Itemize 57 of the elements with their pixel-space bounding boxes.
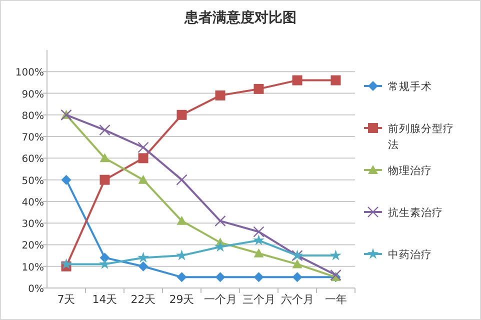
legend-label: 物理治疗 bbox=[388, 164, 432, 177]
y-tick-label: 10% bbox=[22, 262, 44, 274]
x-tick-label: 22天 bbox=[130, 293, 156, 306]
y-tick-label: 80% bbox=[22, 110, 44, 122]
point bbox=[254, 84, 264, 94]
point bbox=[100, 252, 110, 263]
y-tick-label: 50% bbox=[22, 176, 44, 187]
x-tick-label: 29天 bbox=[169, 293, 194, 306]
point bbox=[253, 226, 264, 238]
point bbox=[176, 250, 188, 260]
y-tick-label: 20% bbox=[22, 240, 44, 252]
point bbox=[60, 258, 72, 270]
x-tick-label: 14天 bbox=[92, 293, 118, 306]
point bbox=[292, 272, 302, 282]
point bbox=[176, 272, 187, 282]
point bbox=[330, 75, 341, 86]
y-tick-label: 0% bbox=[28, 284, 44, 295]
legend-label: 前列腺分型疗法 bbox=[388, 122, 454, 151]
point bbox=[99, 258, 110, 270]
y-tick-label: 30% bbox=[22, 219, 44, 230]
point bbox=[253, 234, 264, 246]
y-tick-label: 60% bbox=[22, 154, 44, 166]
point bbox=[61, 174, 72, 185]
x-tick-label: 三个月 bbox=[242, 293, 276, 306]
point bbox=[138, 153, 148, 164]
y-tick-label: 70% bbox=[22, 132, 44, 144]
legend-label: 抗生素治疗 bbox=[388, 206, 443, 219]
point bbox=[99, 124, 110, 136]
point bbox=[138, 252, 149, 263]
point bbox=[214, 215, 226, 227]
point bbox=[176, 110, 187, 120]
point bbox=[176, 216, 187, 225]
x-tick-label: 7天 bbox=[57, 293, 76, 306]
y-tick-label: 40% bbox=[22, 197, 44, 208]
point bbox=[138, 142, 149, 153]
point bbox=[215, 272, 226, 282]
point bbox=[100, 153, 110, 162]
point bbox=[176, 174, 188, 186]
x-tick-label: 一个月 bbox=[204, 293, 237, 306]
point bbox=[100, 174, 110, 185]
point bbox=[254, 272, 264, 282]
point bbox=[215, 90, 226, 100]
x-tick-label: 六个月 bbox=[280, 293, 314, 306]
y-tick-label: 90% bbox=[22, 89, 44, 100]
point bbox=[138, 261, 148, 272]
point bbox=[138, 174, 148, 184]
chart-title: 患者满意度对比图 bbox=[184, 9, 296, 26]
point bbox=[292, 75, 302, 86]
point bbox=[330, 250, 342, 260]
point bbox=[214, 240, 226, 252]
legend-label: 中药治疗 bbox=[388, 248, 432, 261]
y-tick-label: 100% bbox=[15, 68, 44, 79]
point bbox=[254, 248, 264, 258]
point bbox=[292, 259, 302, 268]
x-tick-label: 一年 bbox=[324, 293, 347, 306]
point bbox=[330, 269, 342, 281]
legend-label: 常规手术 bbox=[388, 80, 432, 93]
